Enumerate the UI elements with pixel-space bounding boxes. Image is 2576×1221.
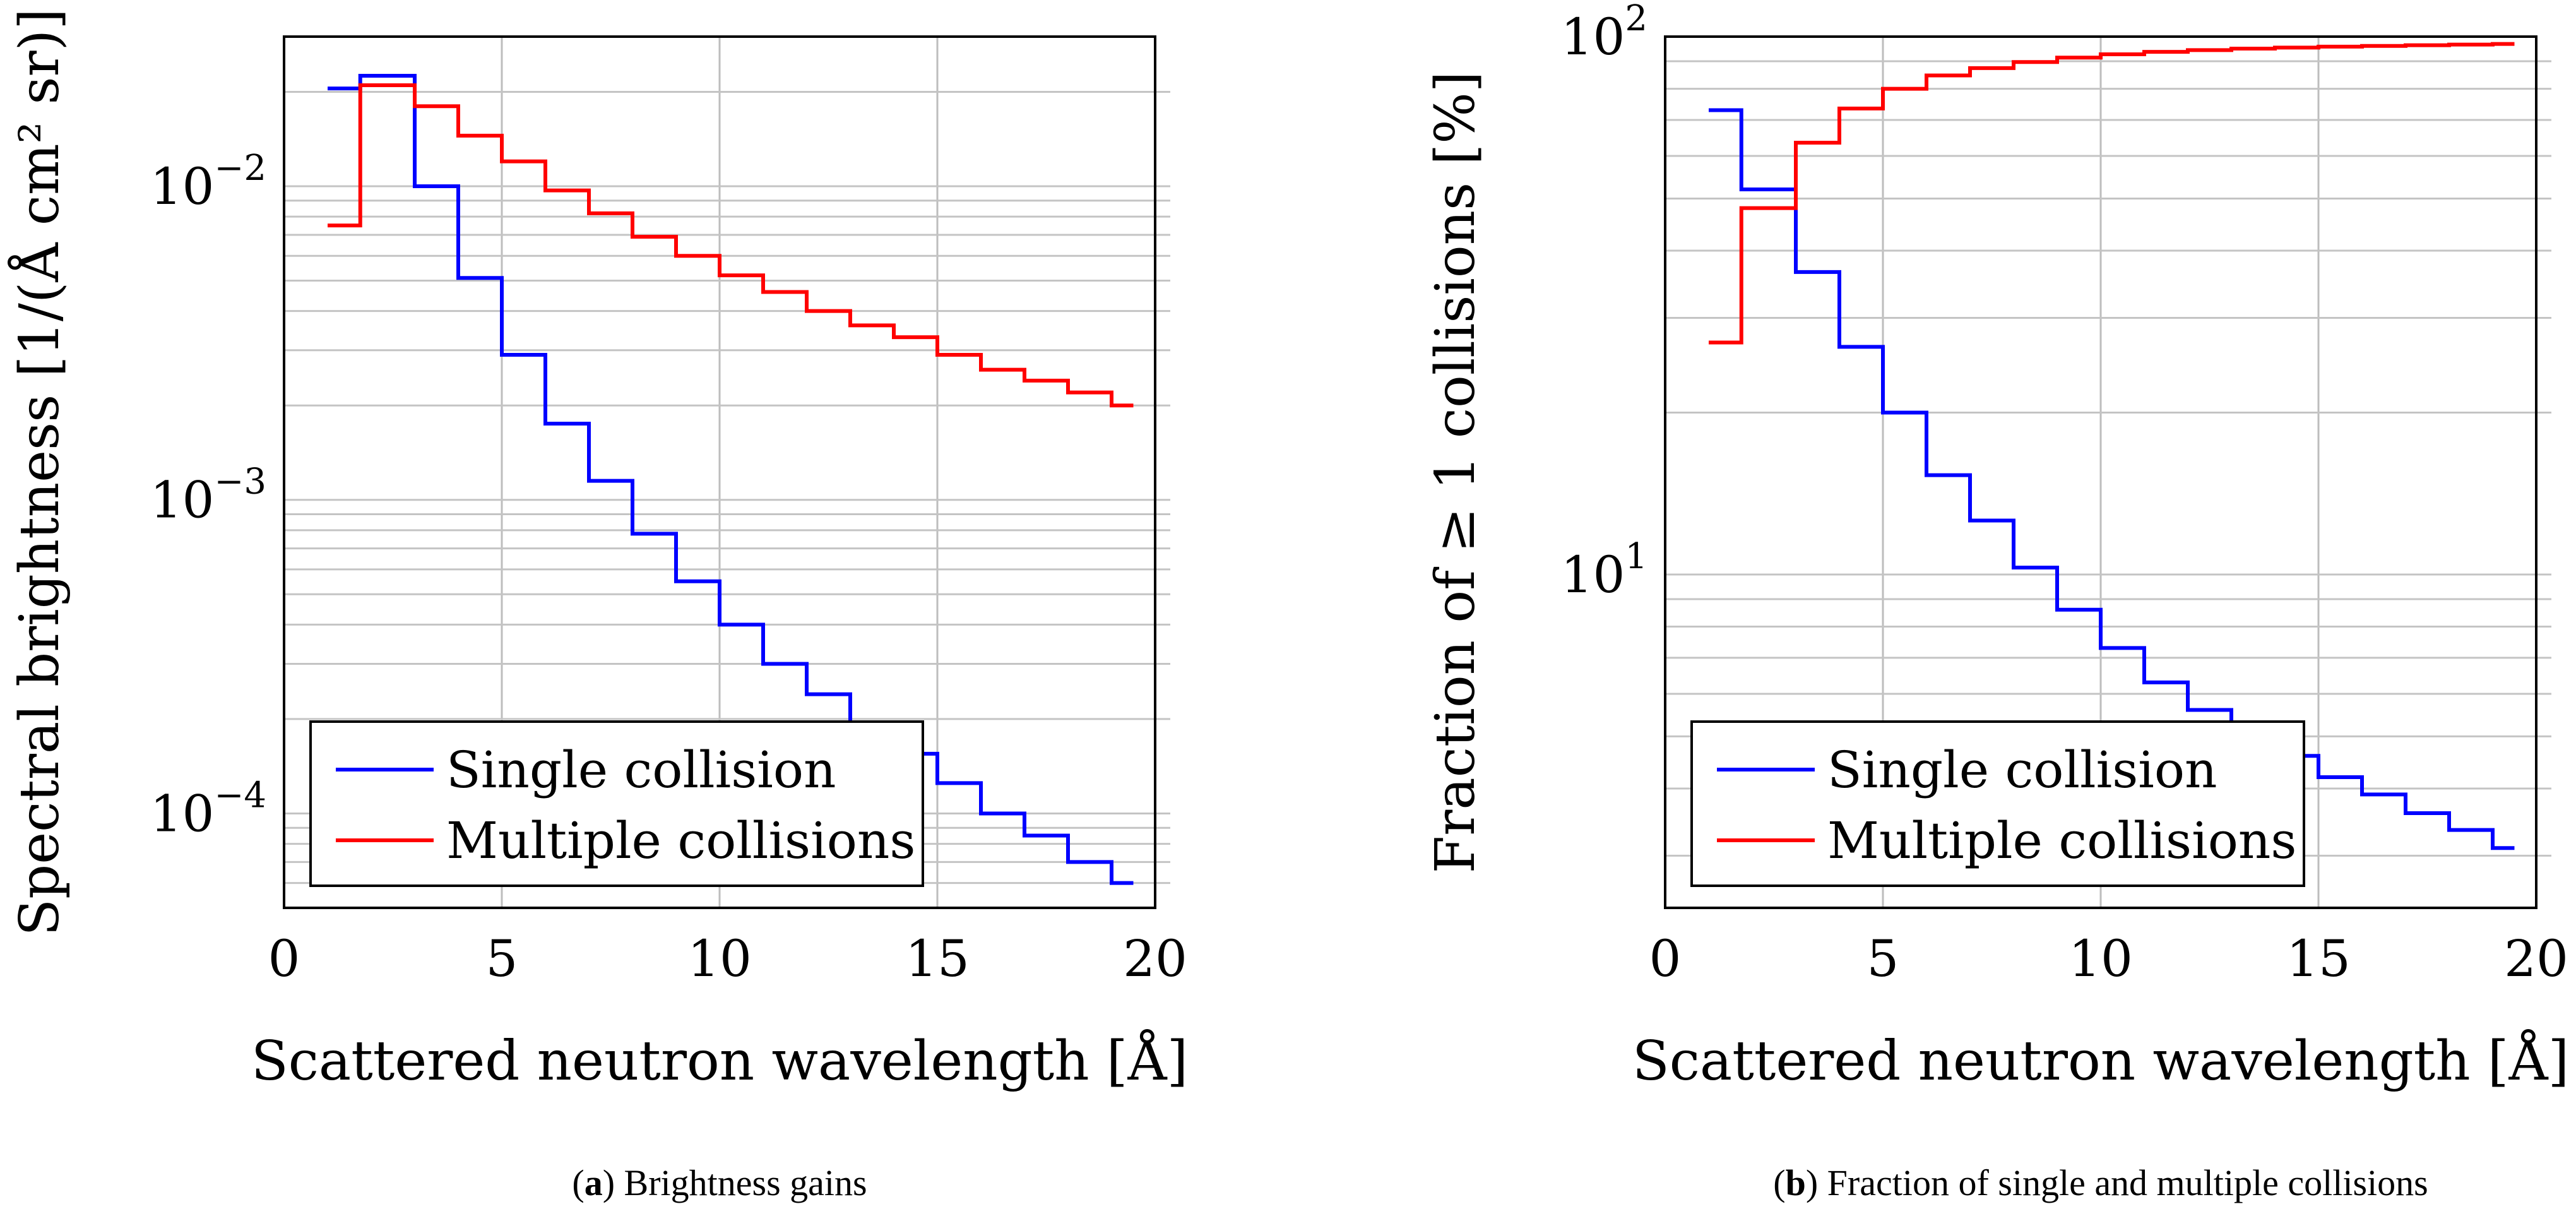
plot-frame <box>1664 35 2537 909</box>
series-line-single-collision <box>1709 108 2515 850</box>
panel-collision-fraction: 0 5 10 15 20 101 102 Scattered neutron wavelen… <box>1424 0 2569 1203</box>
x-tick-label: 15 <box>905 929 970 988</box>
series-line-single-collision <box>328 74 1134 885</box>
caption: (b) Fraction of single and multiple coll… <box>1773 1162 2428 1203</box>
series-group <box>328 74 1134 885</box>
panel-brightness-gains: 0 5 10 15 20 10−4 10−3 10−2 Scattered neutron w… <box>8 8 1188 1203</box>
x-axis-label: Scattered neutron wavelength [Å] <box>1632 1029 2569 1093</box>
x-tick-label: 0 <box>1649 929 1682 988</box>
y-tick-label: 102 <box>1561 0 1647 66</box>
x-tick-label: 0 <box>268 929 300 988</box>
legend: Single collision Multiple collisions <box>309 720 924 887</box>
legend-label: Single collision <box>1827 741 2217 799</box>
x-tick-label: 10 <box>2069 929 2133 988</box>
y-tick-label: 10−3 <box>150 462 266 530</box>
tick-labels: 0 5 10 15 20 101 102 <box>1561 0 2568 988</box>
plot-frame <box>283 35 1156 909</box>
series-line-multiple-collisions <box>328 83 1134 408</box>
x-tick-label: 10 <box>687 929 752 988</box>
x-tick-label: 20 <box>2504 929 2568 988</box>
legend-label: Multiple collisions <box>1827 811 2296 870</box>
legend-box <box>1690 720 2305 887</box>
x-tick-label: 20 <box>1123 929 1187 988</box>
x-tick-label: 15 <box>2286 929 2351 988</box>
legend-label: Multiple collisions <box>446 811 915 870</box>
y-tick-label: 101 <box>1561 536 1647 604</box>
y-tick-label: 10−4 <box>150 775 266 843</box>
x-tick-label: 5 <box>486 929 518 988</box>
y-tick-label: 10−2 <box>150 148 266 216</box>
legend: Single collision Multiple collisions <box>1690 720 2305 887</box>
tick-labels: 0 5 10 15 20 10−4 10−3 10−2 <box>150 148 1187 988</box>
series-group <box>1709 42 2515 850</box>
caption: (a) Brightness gains <box>572 1162 867 1203</box>
y-axis-label: Fraction of ≥ 1 collisions [%] <box>1424 71 1487 874</box>
x-tick-label: 5 <box>1867 929 1899 988</box>
legend-label: Single collision <box>446 741 836 799</box>
series-line-multiple-collisions <box>1709 42 2515 345</box>
legend-box <box>309 720 924 887</box>
x-axis-label: Scattered neutron wavelength [Å] <box>251 1029 1188 1093</box>
y-axis-label: Spectral brightness [1/(Å cm² sr)] <box>8 8 71 936</box>
